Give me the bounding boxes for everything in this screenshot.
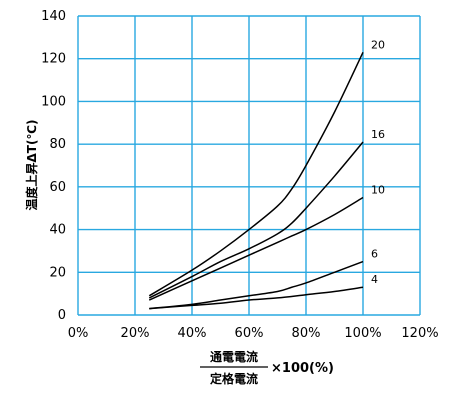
x-tick-label-3: 60%	[235, 326, 264, 341]
y-tick-label-2: 40	[49, 223, 66, 238]
x-axis-label-numerator: 通電電流	[210, 349, 258, 364]
series-label-4: 4	[371, 273, 378, 286]
x-tick-label-0: 0%	[68, 326, 89, 341]
series-line-16	[148, 141, 364, 299]
x-axis-label-denominator: 定格電流	[210, 371, 258, 386]
x-tick-label-6: 120%	[401, 326, 438, 341]
series-label-16: 16	[371, 128, 385, 141]
series-labels: 20 16 10 6 4	[371, 38, 385, 286]
y-tick-label-7: 140	[41, 9, 66, 24]
tick-labels: 0% 20% 40% 60% 80% 100% 120% 0 20 40 60 80 100 120 140	[41, 9, 438, 341]
x-tick-label-1: 20%	[121, 326, 150, 341]
y-axis-label: 温度上昇ΔT(℃)	[24, 120, 39, 211]
x-tick-label-5: 100%	[344, 326, 381, 341]
y-tick-label-3: 60	[49, 180, 66, 195]
series-line-10	[148, 196, 364, 301]
grid	[77, 15, 421, 316]
x-axis-label: 通電電流 定格電流 ×100(%)	[200, 349, 334, 386]
x-axis-label-suffix: ×100(%)	[271, 361, 334, 376]
series-lines	[148, 51, 364, 310]
y-tick-label-5: 100	[41, 94, 66, 109]
y-tick-label-6: 120	[41, 52, 66, 67]
x-tick-label-2: 40%	[178, 326, 207, 341]
series-label-10: 10	[371, 184, 385, 197]
series-label-6: 6	[371, 248, 378, 261]
series-line-20	[148, 51, 364, 297]
series-line-6	[149, 260, 364, 310]
x-tick-label-4: 80%	[292, 326, 321, 341]
series-line-4	[149, 286, 364, 310]
series-label-20: 20	[371, 38, 385, 51]
y-tick-label-0: 0	[58, 308, 66, 323]
y-tick-label-1: 20	[49, 265, 66, 280]
y-tick-label-4: 80	[49, 137, 66, 152]
